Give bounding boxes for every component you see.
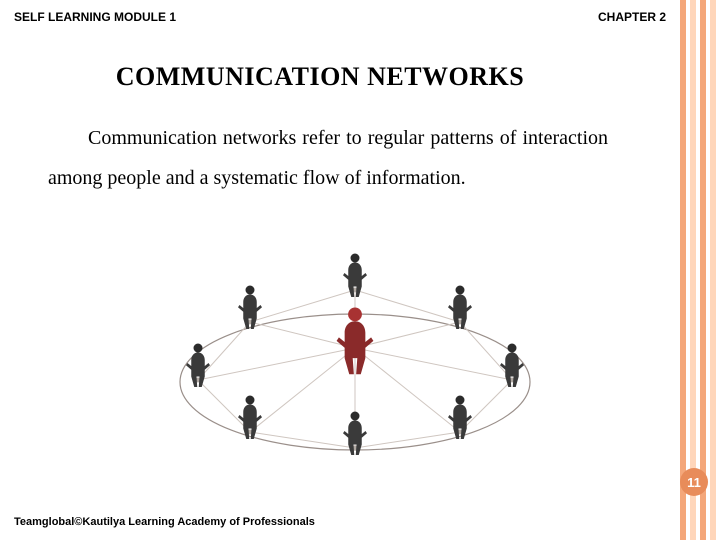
- header-left: SELF LEARNING MODULE 1: [14, 10, 176, 24]
- network-diagram: [160, 252, 550, 462]
- side-stripe: [700, 0, 706, 540]
- header-right: CHAPTER 2: [598, 10, 666, 24]
- network-svg: [160, 252, 550, 462]
- footer-text: Teamglobal©Kautilya Learning Academy of …: [14, 516, 315, 528]
- side-stripe: [690, 0, 696, 540]
- side-stripe: [710, 0, 716, 540]
- page-title: COMMUNICATION NETWORKS: [0, 62, 640, 92]
- body-text: Communication networks refer to regular …: [48, 118, 608, 198]
- side-stripe: [680, 0, 686, 540]
- page-number-badge: 11: [680, 468, 708, 496]
- slide-page: SELF LEARNING MODULE 1 CHAPTER 2 COMMUNI…: [0, 0, 720, 540]
